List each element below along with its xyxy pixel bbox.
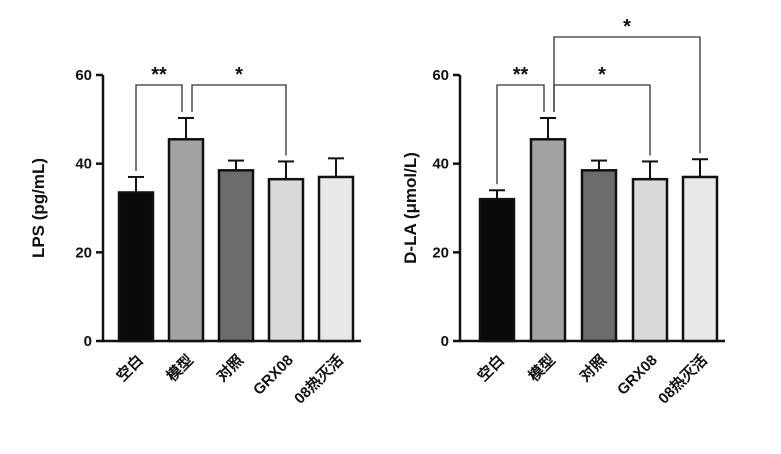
significance-label: * xyxy=(598,64,606,86)
x-category-label: GRX08 xyxy=(250,352,297,399)
bar xyxy=(529,138,567,343)
y-tick-label: 60 xyxy=(75,67,92,84)
bar xyxy=(478,197,516,343)
y-axis-title: D-LA (μmol/L) xyxy=(401,152,420,264)
significance-label: * xyxy=(623,16,631,38)
significance-bracket xyxy=(191,84,287,156)
significance-label: ** xyxy=(151,64,167,86)
y-tick-label: 60 xyxy=(432,67,449,84)
bar xyxy=(317,175,355,343)
y-axis-title: LPS (pg/mL) xyxy=(29,158,48,258)
significance-bracket xyxy=(553,84,651,156)
significance-label: * xyxy=(235,64,243,86)
significance-bracket xyxy=(135,84,183,171)
significance-bracket xyxy=(553,36,701,154)
bar xyxy=(267,177,305,343)
x-category-label: 08热灭活 xyxy=(654,351,710,407)
y-tick-label: 40 xyxy=(75,156,92,173)
bar xyxy=(580,169,618,343)
bar xyxy=(681,175,719,343)
x-category-label: 模型 xyxy=(163,351,197,385)
x-category-label: 空白 xyxy=(113,351,147,385)
bar xyxy=(117,191,155,343)
bar xyxy=(167,138,205,343)
y-tick-label: 20 xyxy=(432,244,449,261)
y-tick-label: 40 xyxy=(432,156,449,173)
significance-bracket xyxy=(496,84,545,185)
x-category-label: 模型 xyxy=(525,351,559,385)
bar xyxy=(217,169,255,343)
y-tick-label: 20 xyxy=(75,244,92,261)
y-tick-label: 0 xyxy=(441,333,449,350)
x-category-label: GRX08 xyxy=(614,352,661,399)
significance-label: ** xyxy=(513,64,529,86)
x-category-label: 对照 xyxy=(213,351,247,385)
x-category-label: 空白 xyxy=(474,351,508,385)
x-category-label: 08热灭活 xyxy=(290,351,346,407)
bar xyxy=(631,177,669,343)
x-category-label: 对照 xyxy=(576,351,610,385)
y-tick-label: 0 xyxy=(84,333,92,350)
